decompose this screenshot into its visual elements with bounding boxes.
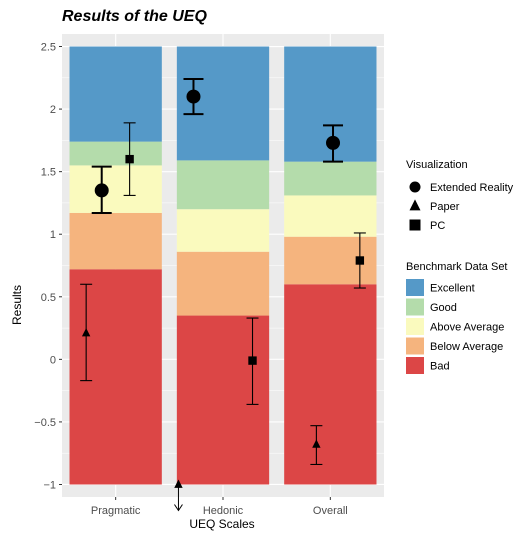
legend-label-above-average: Above Average — [430, 322, 504, 334]
benchmark-band-overall-good — [284, 161, 377, 196]
legend-benchmark: Benchmark Data Set Excellent Good Above Av… — [406, 261, 508, 374]
y-tick-label: 1 — [50, 229, 56, 241]
data-points — [80, 78, 366, 512]
benchmark-band-pragmatic-bad — [69, 269, 162, 485]
point-paper-overall — [312, 439, 321, 448]
x-tick-label: Overall — [313, 505, 348, 517]
point-pc-overall — [355, 256, 365, 265]
y-tick-label: 0 — [50, 354, 56, 366]
benchmark-bars — [69, 46, 377, 485]
benchmark-band-hedonic-bad — [176, 315, 270, 485]
benchmark-band-hedonic-good — [176, 160, 270, 210]
point-extended-reality-hedonic — [186, 89, 201, 104]
point-paper-pragmatic — [81, 328, 91, 337]
legend-label-below-average: Below Average — [430, 341, 503, 353]
legend-label-good: Good — [430, 302, 457, 314]
chart-title: Results of the UEQ — [62, 8, 207, 25]
legend-label-extended-reality: Extended Reality — [430, 182, 514, 194]
benchmark-band-overall-bad — [284, 284, 377, 485]
point-extended-reality-pragmatic — [94, 183, 109, 198]
x-axis-title: UEQ Scales — [189, 517, 254, 531]
legend-swatch-bad — [406, 357, 424, 374]
legend-visualization: Visualization Extended Reality Paper PC — [406, 159, 514, 232]
legend-swatch-excellent — [406, 279, 424, 296]
benchmark-band-pragmatic-good — [69, 141, 162, 166]
benchmark-band-pragmatic-above-average — [69, 165, 162, 213]
legend-marker-paper — [409, 199, 421, 211]
x-axis: Pragmatic Hedonic Overall — [91, 497, 348, 517]
point-extended-reality-overall — [326, 135, 341, 150]
y-axis: −1 −0.5 0 0.5 1 1.5 2 2.5 — [34, 42, 62, 491]
benchmark-band-pragmatic-below-average — [69, 212, 162, 270]
legend-visualization-title: Visualization — [406, 159, 468, 171]
point-paper-hedonic — [174, 479, 183, 488]
legend-label-paper: Paper — [430, 201, 460, 213]
y-tick-label: −0.5 — [34, 417, 56, 429]
benchmark-band-overall-above-average — [284, 195, 377, 237]
legend-benchmark-title: Benchmark Data Set — [406, 261, 508, 273]
y-tick-label: −1 — [43, 479, 56, 491]
y-axis-title: Results — [10, 285, 24, 325]
benchmark-band-hedonic-above-average — [176, 209, 270, 252]
legend-marker-pc — [409, 219, 421, 231]
benchmark-band-hedonic-below-average — [176, 251, 270, 316]
arrow-down-icon — [174, 504, 183, 512]
legend-swatch-good — [406, 298, 424, 316]
y-tick-label: 2 — [50, 104, 56, 116]
y-tick-label: 2.5 — [41, 42, 56, 54]
legend-label-bad: Bad — [430, 361, 450, 373]
benchmark-band-hedonic-excellent — [176, 46, 270, 161]
legend-swatch-above-average — [406, 318, 424, 335]
y-tick-label: 0.5 — [41, 292, 56, 304]
point-pc-pragmatic — [125, 154, 134, 164]
x-tick-label: Hedonic — [203, 505, 244, 517]
legend-label-pc: PC — [430, 220, 445, 232]
x-tick-label: Pragmatic — [91, 505, 141, 517]
legend-swatch-below-average — [406, 337, 424, 355]
legend-marker-extended-reality — [409, 181, 421, 193]
benchmark-band-pragmatic-excellent — [69, 46, 162, 142]
point-pc-hedonic — [248, 356, 257, 365]
legend-label-excellent: Excellent — [430, 283, 475, 295]
y-tick-label: 1.5 — [41, 167, 56, 179]
